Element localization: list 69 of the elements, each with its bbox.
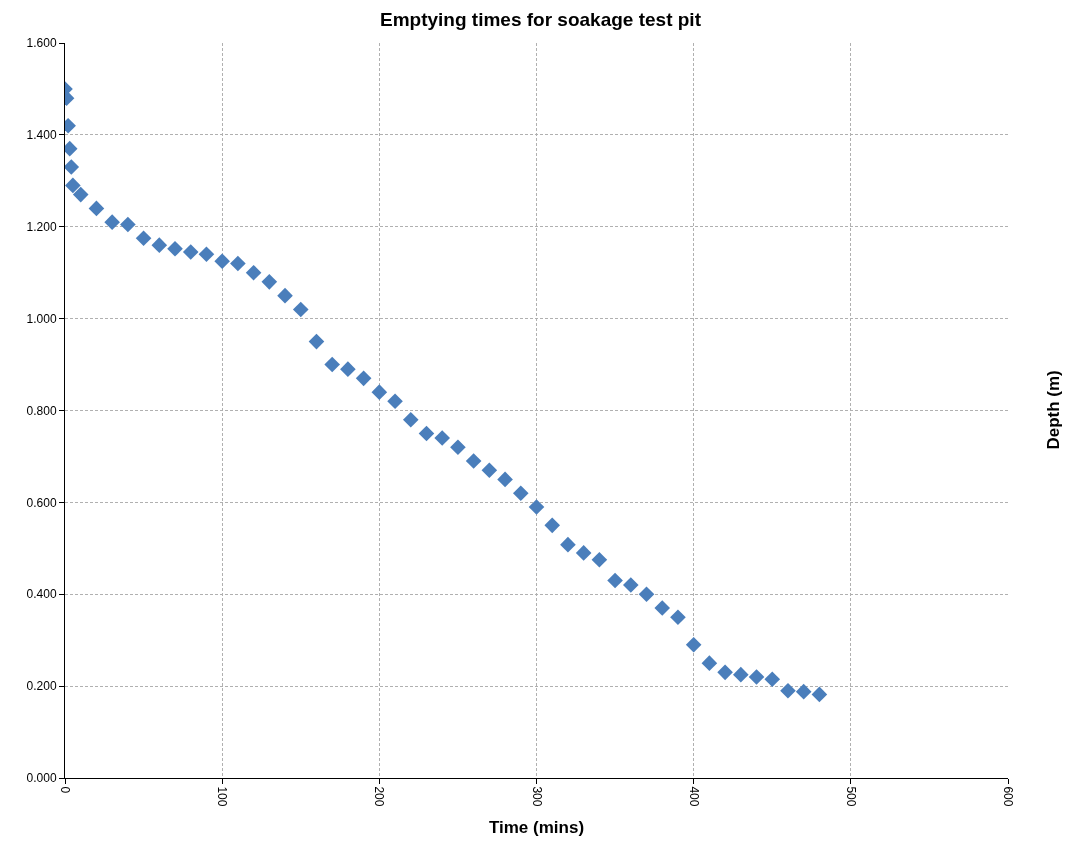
point [292,301,309,318]
point [65,177,81,194]
point [465,453,482,469]
point [167,241,183,257]
point [560,536,576,553]
x-tick-label: 0 [58,786,73,794]
point [104,214,120,230]
point [748,669,765,685]
point [528,499,545,515]
point [355,370,372,387]
point [387,393,403,410]
x-tick-label: 300 [529,786,544,807]
point [230,255,246,272]
point [135,230,152,247]
point [654,600,671,616]
point [308,333,325,350]
point [434,430,450,446]
y-tick-label: 0.000 [26,771,57,786]
point [151,237,168,253]
x-tick-label: 500 [843,786,858,807]
point [72,186,89,203]
point [512,485,529,501]
point [780,682,796,699]
point [402,411,419,428]
point [371,384,388,400]
chart-title: Emptying times for soakage test pit [380,9,702,31]
point [418,425,435,442]
y-tick-label: 1.400 [26,128,57,143]
point [733,666,749,683]
point [575,545,592,561]
point [623,577,639,593]
x-tick-label: 400 [686,786,701,807]
x-tick-label: 600 [1001,786,1016,807]
point [544,517,561,534]
point [65,159,80,175]
point [245,264,262,281]
point [277,287,293,304]
y-tick-label: 0.600 [26,495,57,510]
x-tick-label: 200 [372,786,387,807]
point [497,471,513,488]
point [340,361,356,377]
y-tick-label: 0.800 [26,403,57,418]
point [764,671,781,688]
y-tick-label: 1.600 [26,36,57,51]
point [701,655,718,671]
point [450,439,466,456]
point [591,552,608,568]
y-axis-title: Depth (m) [1043,370,1063,450]
x-tick-label: 100 [215,786,230,807]
y-tick-label: 1.200 [26,219,57,234]
point [324,356,340,373]
point [88,200,105,217]
point [670,609,686,626]
point [182,244,199,260]
point [607,572,623,589]
point [685,636,702,653]
y-tick-label: 0.200 [26,679,57,694]
point [795,683,812,700]
point [120,216,136,233]
point [811,686,828,703]
y-tick-label: 1.000 [26,311,57,326]
point [261,274,278,290]
point [198,246,215,263]
point [638,586,655,603]
x-axis-title: Time (mins) [488,818,585,838]
point [717,664,733,681]
point [214,253,230,269]
y-tick-label: 0.400 [26,587,57,602]
point [481,462,498,479]
